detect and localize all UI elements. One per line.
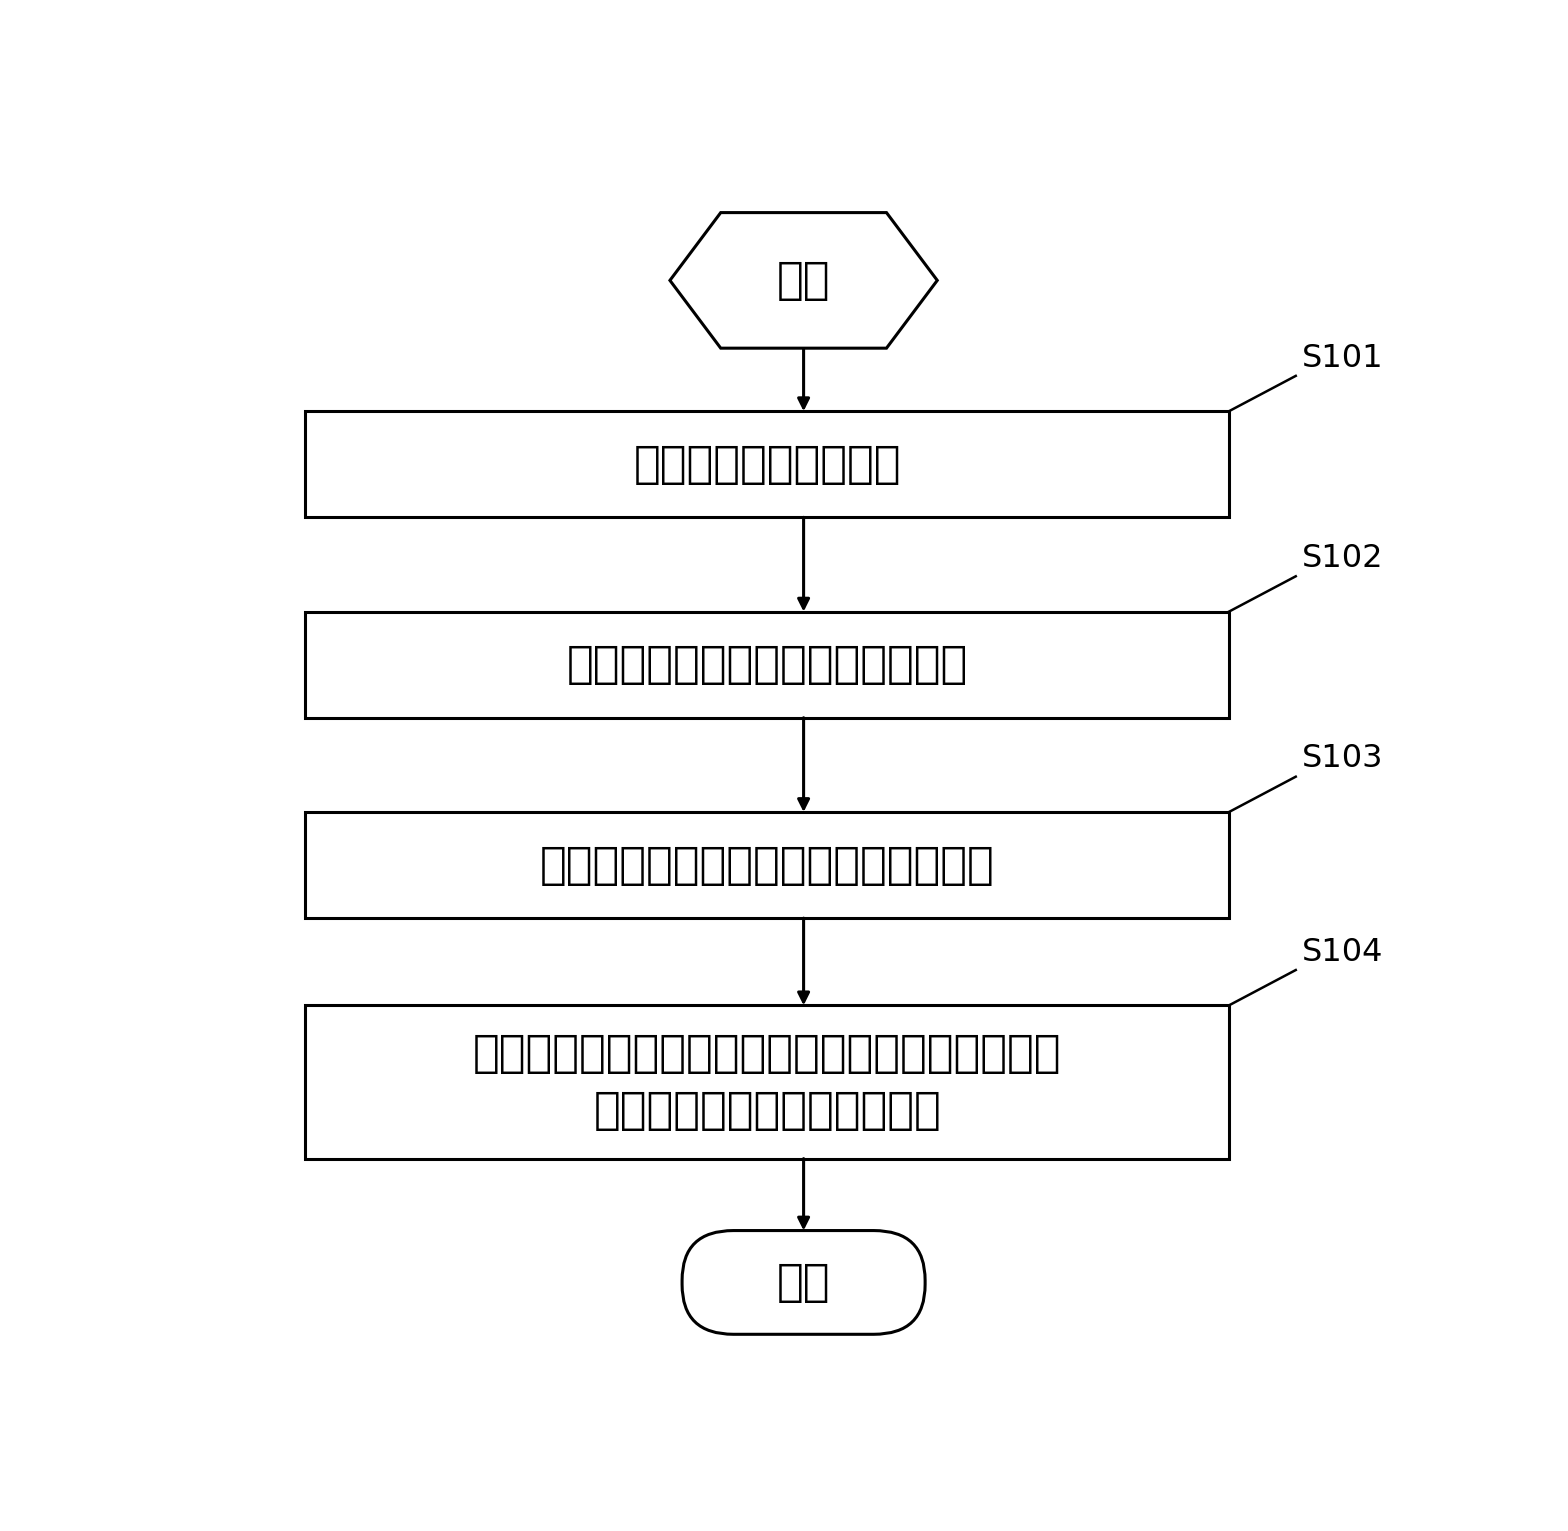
Text: 实时获取用户输入内容: 实时获取用户输入内容 [633, 442, 902, 485]
Text: 获取用户所选择搜索结果的标签，将用户所选择的
标签对应的搜索结果返回用户: 获取用户所选择搜索结果的标签，将用户所选择的 标签对应的搜索结果返回用户 [474, 1032, 1062, 1131]
Text: S101: S101 [1301, 343, 1383, 374]
Text: S104: S104 [1301, 937, 1383, 968]
Text: 实时依据用户已输入内容匹配标签: 实时依据用户已输入内容匹配标签 [566, 643, 967, 686]
Text: 结束: 结束 [776, 1262, 831, 1304]
Text: 显示依据用户已输入内容匹配到的标签: 显示依据用户已输入内容匹配到的标签 [539, 844, 994, 886]
Text: S102: S102 [1301, 544, 1383, 574]
Text: 开始: 开始 [776, 259, 831, 302]
Text: S103: S103 [1301, 744, 1383, 775]
